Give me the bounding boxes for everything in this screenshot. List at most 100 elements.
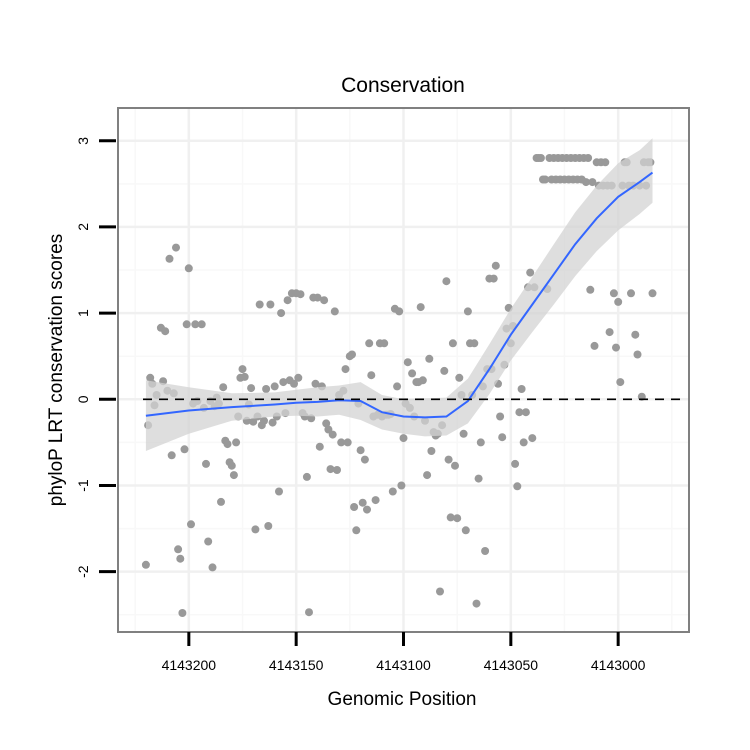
data-point (279, 378, 288, 387)
data-point (184, 264, 193, 273)
data-point (333, 466, 341, 474)
data-point (167, 451, 176, 460)
x-tick-label: 4143100 (376, 657, 431, 673)
data-point (627, 289, 635, 298)
data-point (633, 350, 642, 359)
data-point (496, 412, 505, 421)
data-point (294, 373, 303, 382)
plot-area: 4143200 4143150 4143100 4143050 4143000 -2 -1 0… (75, 107, 690, 673)
chart-title: Conservation (341, 74, 465, 97)
data-point (268, 418, 277, 427)
data-point (491, 261, 500, 270)
y-tick-label: 0 (75, 395, 91, 403)
data-point (238, 365, 247, 374)
data-point (264, 522, 273, 530)
data-point (444, 455, 453, 464)
data-point (283, 296, 292, 305)
data-point (425, 354, 434, 363)
data-point (165, 254, 174, 263)
data-point (360, 455, 369, 464)
data-point (395, 307, 404, 316)
data-point (590, 341, 599, 350)
data-point (388, 487, 397, 496)
y-tick-label: -1 (75, 479, 91, 492)
data-point (217, 497, 225, 506)
data-point (371, 496, 380, 505)
data-point (262, 385, 271, 393)
data-point (326, 465, 335, 474)
x-axis-label: Genomic Position (328, 689, 477, 710)
data-point (631, 330, 640, 339)
data-point (229, 471, 238, 480)
data-point (202, 459, 210, 468)
data-point (337, 438, 346, 447)
data-point (191, 320, 200, 329)
data-point (187, 520, 195, 529)
data-point (470, 339, 479, 348)
data-point (322, 419, 331, 428)
data-point (161, 327, 170, 336)
data-point (528, 434, 537, 443)
data-point (260, 416, 268, 425)
data-point (455, 373, 464, 382)
data-point (311, 379, 320, 388)
data-point (397, 481, 406, 490)
y-tick-label: -2 (75, 565, 91, 578)
data-point (440, 366, 449, 375)
data-point (436, 587, 444, 596)
data-point (408, 369, 417, 378)
data-point (416, 303, 425, 312)
y-tick-label: 1 (75, 309, 91, 317)
data-point (363, 505, 371, 514)
data-point (146, 373, 155, 382)
data-point (266, 300, 275, 309)
data-point (315, 442, 324, 451)
data-point (474, 474, 483, 483)
data-point (343, 438, 352, 447)
x-tick-label: 4143150 (269, 657, 324, 673)
data-point (453, 514, 462, 523)
data-point (240, 372, 249, 381)
data-point (251, 525, 260, 534)
data-point (423, 471, 432, 480)
data-point (232, 438, 241, 447)
data-point (348, 350, 356, 359)
data-point (393, 382, 402, 391)
data-point (582, 178, 590, 187)
x-tick-label: 4143050 (484, 657, 539, 673)
data-point (208, 563, 217, 572)
data-point (459, 429, 468, 438)
x-tick-label: 4143000 (591, 657, 646, 673)
data-point (442, 277, 451, 286)
data-point (178, 609, 187, 617)
data-point (141, 560, 150, 569)
data-point (612, 343, 620, 352)
data-point (521, 408, 530, 417)
data-point (403, 358, 412, 367)
data-point (463, 307, 472, 316)
data-point (380, 339, 389, 348)
data-point (277, 309, 286, 318)
data-point (302, 472, 311, 481)
data-point (448, 339, 457, 348)
data-point (476, 438, 485, 447)
y-tick-label: 3 (75, 137, 91, 145)
data-point (358, 498, 367, 507)
data-point (223, 440, 232, 449)
data-point (609, 289, 618, 298)
data-point (219, 383, 228, 392)
data-point (481, 547, 490, 555)
y-tick-label: 2 (75, 223, 91, 231)
confidence-ribbon (145, 138, 653, 451)
data-point (616, 378, 625, 387)
data-point (536, 154, 545, 162)
data-point (584, 154, 593, 162)
data-point (605, 328, 614, 337)
data-point (601, 158, 610, 167)
data-point (176, 554, 185, 563)
data-point (614, 297, 623, 306)
data-point (517, 385, 526, 393)
data-point (365, 339, 374, 348)
data-point (296, 290, 305, 299)
